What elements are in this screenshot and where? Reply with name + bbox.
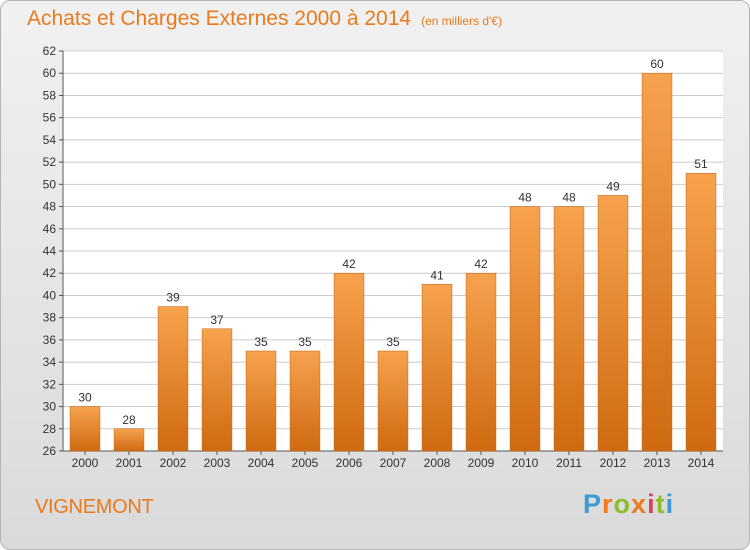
x-tick-label-2007: 2007 bbox=[380, 456, 407, 470]
x-tick-label-2012: 2012 bbox=[600, 456, 627, 470]
x-tick-label-2013: 2013 bbox=[644, 456, 671, 470]
logo-letter: r bbox=[602, 489, 614, 519]
proxiti-logo: Proxiti bbox=[583, 489, 674, 520]
x-tick-label-2010: 2010 bbox=[512, 456, 539, 470]
bar-2012 bbox=[597, 195, 629, 452]
y-tick-label: 58 bbox=[43, 88, 57, 102]
bar-2001 bbox=[113, 428, 145, 452]
x-tick-label-2002: 2002 bbox=[160, 456, 187, 470]
y-tick-label: 36 bbox=[43, 333, 57, 347]
x-tick-labels: 2000 2001 2002 2003 2004 2005 2006 2007 2008 2009… bbox=[72, 456, 715, 470]
x-tick-label-2009: 2009 bbox=[468, 456, 495, 470]
y-tick-label: 52 bbox=[43, 155, 57, 169]
x-tick-label-2011: 2011 bbox=[556, 456, 582, 470]
logo-letter: i bbox=[665, 489, 675, 519]
bar-2014 bbox=[685, 172, 717, 452]
bar-2003 bbox=[201, 328, 233, 452]
bar-2006 bbox=[333, 272, 365, 452]
chart-title: Achats et Charges Externes 2000 à 2014 bbox=[27, 7, 412, 30]
bar-2009 bbox=[465, 272, 497, 452]
chart-subtitle: (en milliers d'€) bbox=[421, 14, 503, 28]
y-tick-label: 38 bbox=[43, 311, 57, 325]
logo-letter: t bbox=[655, 489, 666, 519]
data-label-2008: 41 bbox=[430, 268, 444, 282]
logo-letter: o bbox=[613, 489, 632, 519]
data-label-2009: 42 bbox=[474, 257, 488, 271]
y-tick-label: 44 bbox=[43, 244, 57, 258]
y-tick-label: 62 bbox=[43, 44, 57, 58]
bar-2002 bbox=[157, 306, 189, 452]
y-tick-label: 42 bbox=[43, 266, 57, 280]
x-tick-label-2006: 2006 bbox=[336, 456, 363, 470]
x-tick-label-2005: 2005 bbox=[292, 456, 319, 470]
logo-letter: x bbox=[631, 489, 648, 519]
data-label-2011: 48 bbox=[562, 191, 576, 205]
y-tick-label: 54 bbox=[43, 133, 57, 147]
x-tick-label-2004: 2004 bbox=[248, 456, 275, 470]
y-tick-label: 40 bbox=[43, 288, 57, 302]
y-tick-labels: 26 28 30 32 34 36 38 40 42 44 46 48 50 52 54 56 58 60 62 bbox=[43, 44, 57, 458]
x-tick-label-2000: 2000 bbox=[72, 456, 99, 470]
y-tick-label: 28 bbox=[43, 422, 57, 436]
y-tick-label: 26 bbox=[43, 444, 57, 458]
y-tick-label: 46 bbox=[43, 222, 57, 236]
data-label-2005: 35 bbox=[298, 335, 312, 349]
bar-2011 bbox=[553, 206, 585, 452]
data-label-2012: 49 bbox=[606, 179, 620, 193]
x-tick-label-2001: 2001 bbox=[116, 456, 143, 470]
y-tick-label: 60 bbox=[43, 66, 57, 80]
data-label-2001: 28 bbox=[122, 413, 136, 427]
bar-2008 bbox=[421, 284, 453, 452]
y-tick-label: 56 bbox=[43, 111, 57, 125]
bar-2010 bbox=[509, 206, 541, 452]
data-label-2013: 60 bbox=[650, 57, 664, 71]
data-label-2002: 39 bbox=[166, 291, 180, 305]
data-label-2006: 42 bbox=[342, 257, 356, 271]
data-label-2014: 51 bbox=[694, 157, 708, 171]
y-tick-label: 30 bbox=[43, 400, 57, 414]
bar-2000 bbox=[69, 406, 101, 452]
bar-2007 bbox=[377, 350, 409, 452]
x-tick-label-2014: 2014 bbox=[688, 456, 715, 470]
data-label-2010: 48 bbox=[518, 191, 532, 205]
logo-letter: i bbox=[647, 489, 656, 519]
y-tick-label: 50 bbox=[43, 177, 57, 191]
data-label-2003: 37 bbox=[210, 313, 224, 327]
title-block: Achats et Charges Externes 2000 à 2014 (e… bbox=[27, 7, 502, 31]
x-tick-label-2008: 2008 bbox=[424, 456, 451, 470]
x-tick-label-2003: 2003 bbox=[204, 456, 231, 470]
data-label-2000: 30 bbox=[78, 391, 92, 405]
data-label-2004: 35 bbox=[254, 335, 268, 349]
y-tick-label: 34 bbox=[43, 355, 57, 369]
data-label-2007: 35 bbox=[386, 335, 400, 349]
bar-2004 bbox=[245, 350, 277, 452]
logo-letter: P bbox=[583, 489, 603, 519]
bar-2005 bbox=[289, 350, 321, 452]
bars: 30 28 39 37 35 35 42 35 41 42 48 48 49 60 51 bbox=[69, 57, 717, 452]
y-tick-label: 32 bbox=[43, 377, 57, 391]
bar-2013 bbox=[641, 72, 673, 452]
y-tick-label: 48 bbox=[43, 200, 57, 214]
commune-name: VIGNEMONT bbox=[35, 496, 154, 518]
